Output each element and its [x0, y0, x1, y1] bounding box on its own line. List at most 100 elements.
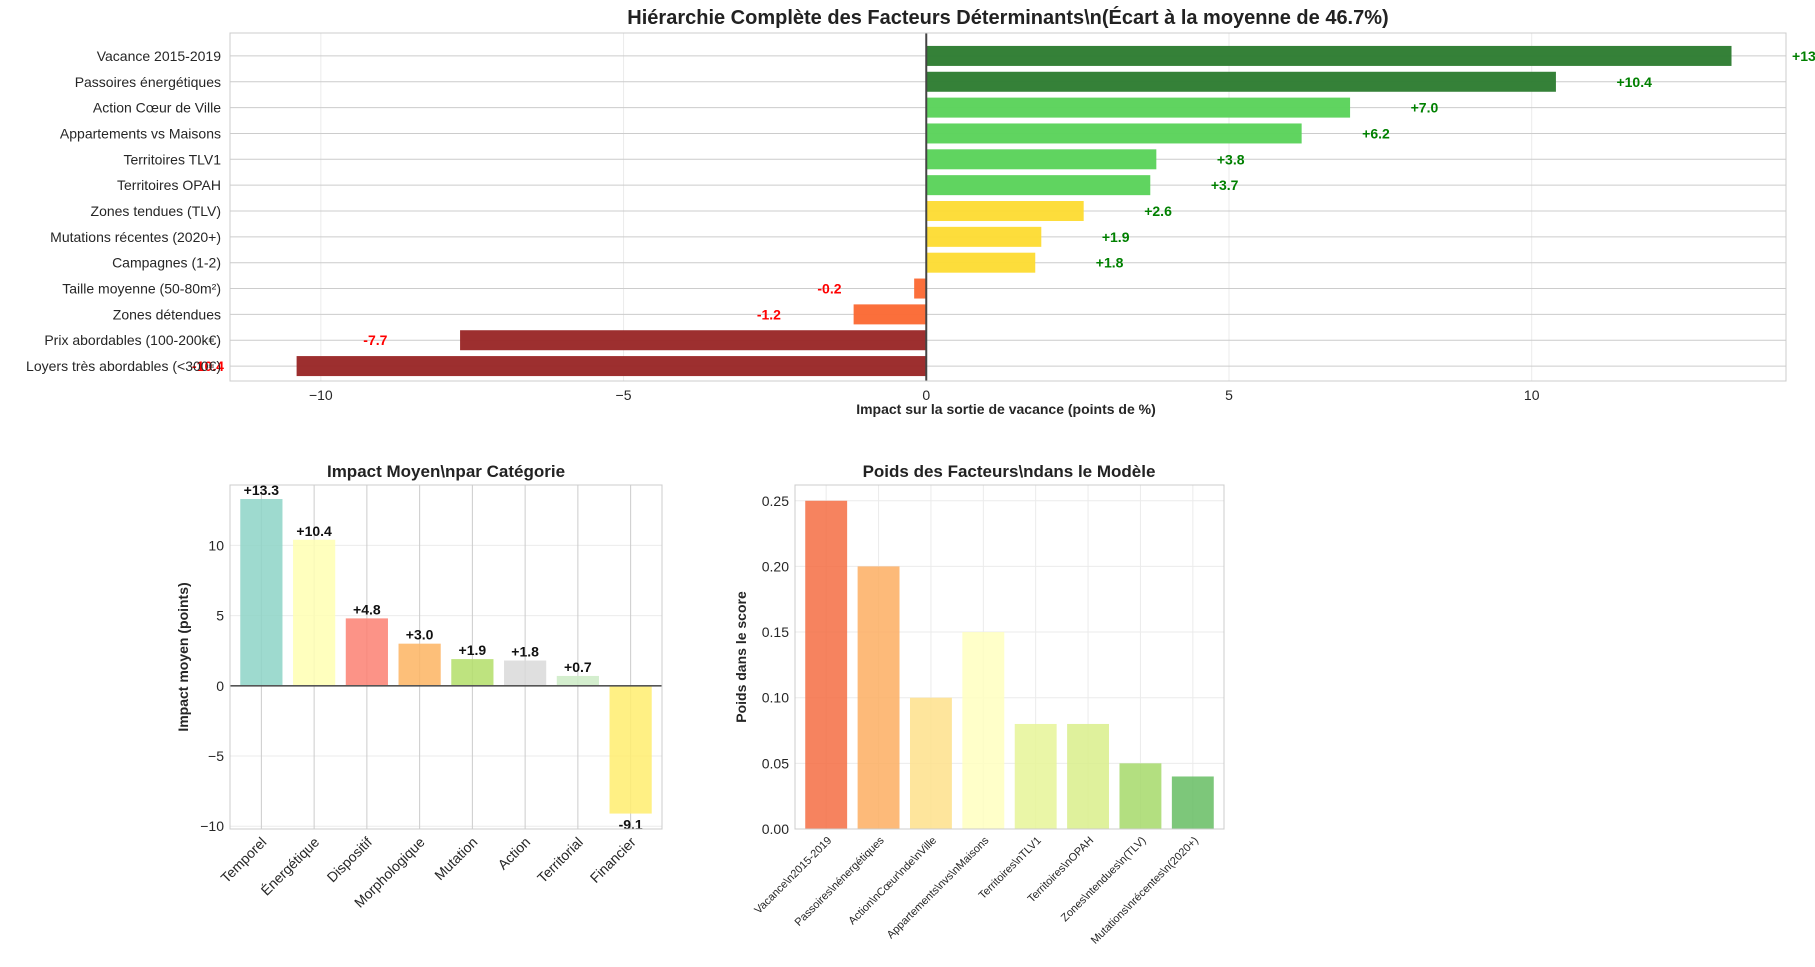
chart2-data-label: +4.8 [353, 601, 381, 617]
chart3-y-tick-label: 0.15 [762, 624, 789, 640]
chart3-y-axis-label: Poids dans le score [733, 591, 749, 723]
chart2-x-tick-label: Dispositif [324, 834, 376, 886]
chart2-bar [609, 685, 652, 814]
chart1-data-label: +3.7 [1211, 177, 1239, 193]
chart1-x-tick-label: 5 [1225, 387, 1233, 403]
chart2-x-tick-label: Action [494, 834, 533, 873]
chart1-bar [460, 330, 927, 351]
chart3-bar [1014, 723, 1057, 829]
chart1-ticks: −10 −5 0 5 10 Vacance 2015-2019 Passoires éner… [26, 48, 1540, 403]
chart2-data-label: +10.4 [296, 523, 332, 539]
chart1-data-label: -7.7 [363, 332, 387, 348]
chart2-y-tick-label: 10 [208, 537, 224, 553]
chart3-x-tick-label: Zones\ntendues\n(TLV) [1059, 835, 1149, 925]
chart2-y-tick-label: 0 [216, 678, 224, 694]
chart1-x-tick-label: 10 [1524, 387, 1540, 403]
chart1-frame-border [229, 32, 1787, 382]
chart3-bars [805, 500, 1214, 829]
chart2-data-label: +0.7 [564, 659, 592, 675]
chart1-bar [926, 201, 1084, 221]
chart1-x-axis-label: Impact sur la sortie de vacance (points … [856, 401, 1156, 417]
chart1-bar [926, 123, 1302, 144]
chart3-y-tick-label: 0.20 [762, 558, 789, 574]
chart2-title: Impact Moyen\npar Catégorie [327, 462, 565, 481]
chart1-x-tick-label: −5 [616, 387, 632, 403]
chart1-y-tick-label: Mutations récentes (2020+) [50, 229, 221, 245]
chart1-y-tick-label: Zones tendues (TLV) [91, 203, 221, 219]
chart2-bar [398, 643, 441, 686]
chart1-data-label: +3.8 [1217, 151, 1245, 167]
chart3-y-tick-label: 0.25 [762, 493, 789, 509]
chart3-frame-border [794, 484, 1225, 830]
chart3-bar [1067, 723, 1110, 829]
chart1-y-tick-label: Passoires énergétiques [75, 74, 221, 90]
chart2-data-labels: +13.3 +10.4 +4.8 +3.0 +1.9 +1.8 +0.7 -9.1 [244, 482, 643, 833]
chart1-bar [926, 252, 1036, 273]
chart1-data-label: +1.9 [1102, 229, 1130, 245]
chart2-bar [345, 618, 388, 686]
chart1-data-label: +6.2 [1362, 125, 1390, 141]
chart1-y-tick-label: Vacance 2015-2019 [97, 48, 221, 64]
chart1-bar [853, 304, 927, 325]
chart1-bar [926, 175, 1151, 196]
chart1-bars [296, 33, 1732, 381]
chart2-bars [230, 499, 662, 814]
chart1-y-tick-label: Appartements vs Maisons [60, 125, 221, 141]
chart2-data-label: +1.8 [511, 644, 539, 660]
chart1-data-label: +2.6 [1144, 203, 1172, 219]
chart3-bar [1171, 776, 1214, 829]
chart1-data-label: +1.8 [1096, 255, 1124, 271]
chart3-title: Poids des Facteurs\ndans le Modèle [863, 462, 1156, 481]
chart1-data-label: -1.2 [757, 306, 781, 322]
chart3-x-tick-label: Passoires\nénergétiques [793, 834, 887, 928]
chart3-x-tick-label: Mutations\nrécentes\n(2020+) [1089, 835, 1201, 947]
chart2-data-label: +13.3 [244, 482, 280, 498]
chart2-x-tick-label: Territorial [534, 834, 586, 886]
chart2-data-label: +1.9 [459, 642, 487, 658]
chart1-bar [926, 97, 1351, 118]
chart2-x-tick-label: Financier [587, 834, 639, 886]
chart2-y-axis-label: Impact moyen (points) [175, 582, 191, 731]
chart3-x-tick-label: Action\nCœur\nde\nVille [846, 835, 939, 928]
chart1-data-label: -10.4 [192, 358, 224, 374]
chart1-bar [296, 356, 927, 377]
chart1-y-tick-label: Zones détendues [113, 306, 221, 322]
chart2-y-tick-label: −5 [208, 748, 224, 764]
chart2-y-tick-label: 5 [216, 608, 224, 624]
chart2-data-label: +3.0 [406, 627, 434, 643]
chart2-frame-border [229, 484, 663, 830]
chart3-y-tick-label: 0.05 [762, 755, 789, 771]
chart3-y-tick-label: 0.00 [762, 821, 789, 837]
chart2-x-tick-label: Mutation [431, 834, 480, 883]
chart2-bar [556, 675, 599, 686]
chart1-x-tick-label: −10 [309, 387, 333, 403]
chart1-y-tick-label: Action Cœur de Ville [93, 100, 221, 116]
chart1-data-labels: +13.3 +10.4 +7.0 +6.2 +3.8 +3.7 +2.6 +1.9 +1.8 -0… [192, 48, 1815, 374]
chart3-bar [1119, 763, 1162, 829]
chart1-y-tick-label: Prix abordables (100-200k€) [44, 332, 221, 348]
chart3-bar [857, 566, 900, 829]
chart1-data-label: +7.0 [1411, 100, 1439, 116]
chart3-y-tick-label: 0.10 [762, 690, 789, 706]
factor-weights-chart: 0.000.050.100.150.200.25Vacance\n2015-20… [733, 462, 1225, 947]
chart1-title: Hiérarchie Complète des Facteurs Détermi… [627, 6, 1388, 29]
chart2-bar [240, 499, 283, 686]
chart1-y-tick-label: Loyers très abordables (<300€) [26, 358, 221, 374]
category-impact-chart: +13.3 +10.4 +4.8 +3.0 +1.9 +1.8 +0.7 -9.1 −10 −5… [175, 462, 663, 911]
chart1-y-tick-label: Territoires OPAH [117, 177, 221, 193]
chart1-bar [926, 71, 1556, 92]
chart2-data-label: -9.1 [619, 817, 643, 833]
chart1-y-tick-label: Campagnes (1-2) [112, 255, 221, 271]
chart1-data-label: -0.2 [817, 281, 841, 297]
chart1-bar [926, 45, 1732, 66]
chart1-data-label: +13.3 [1792, 48, 1815, 64]
chart1-bar [926, 226, 1042, 247]
chart1-data-label: +10.4 [1616, 74, 1652, 90]
chart1-bar [914, 278, 927, 299]
chart2-bar [451, 659, 494, 686]
chart3-bar [962, 632, 1005, 829]
chart1-bar [926, 149, 1157, 170]
chart1-y-tick-label: Territoires TLV1 [123, 151, 221, 167]
chart3-bar [805, 500, 848, 829]
